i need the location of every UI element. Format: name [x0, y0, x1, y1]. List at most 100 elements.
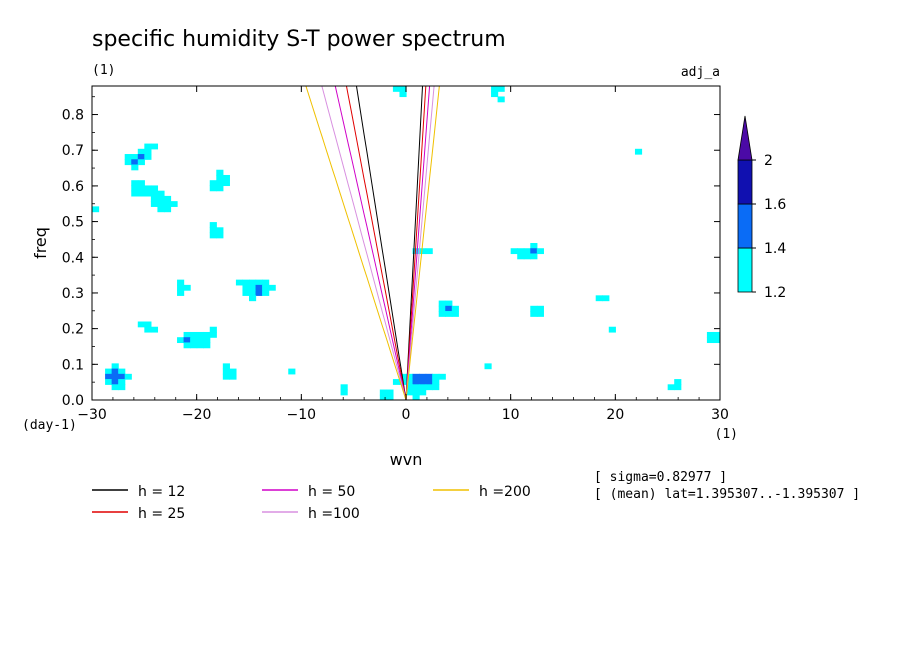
contour-cell	[137, 190, 145, 197]
curve-h-200-kelvin	[405, 86, 440, 400]
dispersion-curves	[305, 86, 440, 400]
contour-cell	[255, 290, 263, 296]
legend-label: h = 25	[138, 506, 185, 522]
y-tick-label: 0.7	[62, 143, 84, 159]
curve-h-12-kelvin	[405, 86, 424, 400]
x-tick-label: 30	[711, 407, 729, 423]
contour-cell	[484, 363, 492, 370]
contour-cell	[209, 227, 217, 234]
contour-cell	[203, 342, 211, 349]
y-tick-label: 0.3	[62, 286, 84, 302]
contour-cell	[183, 342, 191, 349]
contour-cell	[438, 311, 446, 317]
contour-cell	[137, 154, 145, 160]
contour-cell	[150, 143, 159, 150]
contour-cell	[183, 337, 191, 344]
colorbar-extend-triangle	[737, 115, 753, 161]
contour-cell	[137, 185, 145, 192]
contour-cell	[163, 206, 172, 213]
contour-cell	[131, 180, 139, 187]
contour-cell	[196, 342, 204, 349]
contour-cell	[216, 169, 224, 176]
contour-cell	[150, 190, 159, 197]
y-tick-label: 0.0	[62, 393, 84, 409]
contour-cell	[131, 190, 139, 197]
x-tick-label: 10	[502, 407, 520, 423]
contour-cell	[144, 154, 152, 160]
curve-h-50-kelvin	[405, 86, 431, 400]
contour-cell	[262, 290, 270, 296]
contour-cell	[713, 331, 720, 338]
contour-cell	[438, 300, 446, 307]
contour-cell	[105, 379, 113, 385]
contour-cell	[497, 96, 505, 103]
contour-cell	[190, 342, 198, 349]
contour-cell	[530, 253, 538, 260]
contour-cell	[216, 185, 224, 192]
contour-cell	[406, 373, 414, 380]
contour-cell	[517, 248, 525, 255]
contour-cell	[249, 284, 257, 291]
contour-cell	[406, 379, 414, 385]
contour-cell	[183, 284, 191, 291]
colorbar-segment	[737, 159, 753, 205]
annotation-sigma: [ sigma=0.82977 ]	[594, 470, 727, 485]
contour-cell	[419, 373, 427, 380]
contour-cell	[177, 337, 185, 344]
contour-cell	[216, 232, 224, 239]
contour-cell	[399, 86, 407, 92]
contour-cell	[222, 180, 230, 187]
contour-cell	[209, 185, 217, 192]
legend-label: h =200	[479, 484, 531, 500]
contour-cell	[340, 384, 348, 391]
y-tick-label: 0.1	[62, 357, 84, 373]
contour-cell	[536, 311, 544, 317]
contour-cell	[150, 326, 159, 333]
contour-cell	[451, 311, 459, 317]
contour-cell	[118, 368, 126, 375]
contour-cell	[124, 154, 132, 160]
contour-cell	[432, 384, 440, 391]
contour-cell	[222, 373, 230, 380]
contour-cell	[536, 248, 544, 255]
contour-cell	[255, 279, 263, 286]
contour-cell	[451, 305, 459, 312]
contour-cell	[412, 248, 420, 255]
x-tick-label: −30	[77, 407, 107, 423]
contour-cell	[438, 373, 446, 380]
y-tick-label: 0.6	[62, 179, 84, 195]
contour-cell	[131, 154, 139, 160]
contour-cell	[222, 363, 230, 370]
contour-cell	[399, 91, 407, 98]
contour-cell	[170, 201, 178, 207]
contour-cell	[177, 279, 185, 286]
colorbar-label: 1.4	[764, 241, 786, 257]
x-tick-label: −20	[182, 407, 212, 423]
contour-cell	[144, 321, 152, 328]
contour-cell	[157, 201, 165, 207]
contour-cell	[209, 232, 217, 239]
contour-cell	[392, 86, 401, 92]
contour-cell	[203, 337, 211, 344]
contour-cell	[412, 394, 420, 400]
contour-cell	[137, 180, 145, 187]
contour-cell	[445, 300, 453, 307]
legend-label: h = 50	[308, 484, 355, 500]
x-tick-label: 0	[402, 407, 411, 423]
colorbar: 1.2 1.4 1.6 2	[737, 115, 786, 301]
contour-cell	[288, 368, 296, 375]
contour-cell	[111, 384, 119, 391]
colorbar-segment	[737, 203, 753, 249]
chart-subtitle-right: adj_a	[681, 65, 720, 80]
contour-cell	[124, 373, 132, 380]
contour-cell	[137, 159, 145, 166]
contour-cell	[706, 337, 715, 344]
contour-cell	[497, 86, 505, 92]
contour-cell	[242, 290, 250, 296]
contour-cell	[379, 394, 387, 400]
contour-cell	[209, 222, 217, 228]
axes: −30 −20 −10 0 10 20 30 0.0 0.1 0.2 0.3 0.4 0.5 0.6 0.7…	[62, 86, 729, 423]
contour-cell	[163, 201, 172, 207]
curve-h-200-rossby	[305, 86, 407, 400]
contour-cell	[131, 185, 139, 192]
